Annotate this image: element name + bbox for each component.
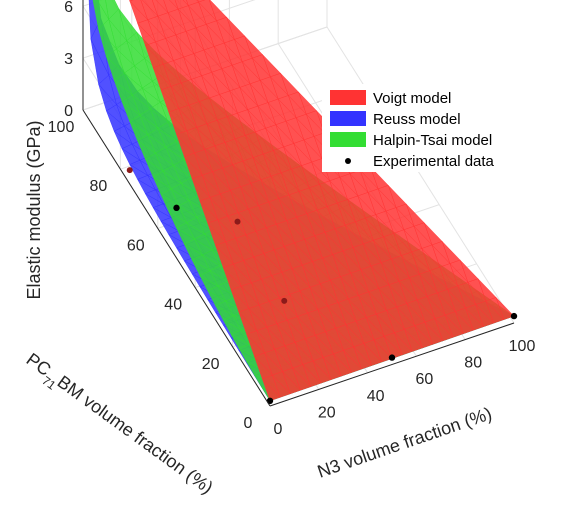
x-tick-label: 0: [274, 421, 283, 438]
legend-label-halpin-tsai: Halpin-Tsai model: [373, 132, 492, 149]
halpin-tsai-surface-face: [118, 8, 138, 42]
voigt-surface-face: [388, 185, 407, 208]
x-tick-label: 20: [318, 404, 336, 421]
z-tick-label: 3: [64, 51, 73, 68]
z-axis-label: Elastic modulus (GPa): [24, 120, 44, 299]
legend-swatch-reuss: [330, 111, 366, 126]
legend-swatch-voigt: [330, 90, 366, 105]
legend: Voigt model Reuss model Halpin-Tsai mode…: [322, 84, 510, 172]
experimental-data-point: [388, 354, 396, 361]
voigt-surface-face: [244, 35, 263, 59]
voigt-surface-face: [226, 17, 245, 40]
voigt-surface-face: [197, 0, 206, 3]
voigt-surface-face: [477, 278, 497, 302]
hidden-data-point: [234, 218, 241, 225]
voigt-surface-face: [370, 166, 389, 190]
x-axis-label: N3 volume fraction (%): [315, 403, 495, 482]
voigt-surface-face: [406, 203, 425, 227]
x-tick-label: 100: [509, 338, 536, 355]
z-tick-label: 6: [64, 0, 73, 16]
x-tick-label: 40: [367, 388, 385, 405]
voigt-surface-face: [262, 54, 281, 78]
legend-label-reuss: Reuss model: [373, 111, 461, 128]
voigt-surface-face: [280, 73, 299, 96]
hidden-data-point: [281, 297, 288, 304]
model-surfaces: [88, 0, 515, 402]
y-axis-label-part-2: BM volume fraction (%): [54, 372, 217, 498]
voigt-surface-face: [169, 0, 179, 10]
y-tick-label: 100: [48, 119, 75, 136]
voigt-surface-face: [186, 0, 199, 6]
voigt-surface-face: [298, 91, 317, 115]
voigt-surface-face: [196, 0, 199, 3]
experimental-data-point: [510, 312, 518, 320]
legend-swatch-halpin-tsai: [330, 132, 366, 147]
y-tick-label: 80: [90, 178, 108, 195]
x-tick-label: 80: [464, 355, 482, 372]
y-tick-label: 20: [202, 356, 220, 373]
voigt-surface-face: [459, 259, 479, 283]
x-axis-line: [269, 322, 515, 407]
voigt-surface-face: [129, 0, 134, 2]
voigt-surface-face: [163, 0, 179, 13]
y-axis-label: PC71BM volume fraction (%): [19, 349, 217, 503]
experimental-data-point: [266, 397, 274, 405]
experimental-data-point: [173, 204, 180, 212]
x-tick-label: 60: [416, 371, 434, 388]
legend-label-experimental: Experimental data: [373, 153, 495, 170]
y-tick-label: 0: [244, 415, 253, 432]
voigt-surface-face: [441, 241, 461, 264]
voigt-surface: [129, 0, 515, 402]
legend-marker-experimental: [345, 158, 351, 164]
voigt-surface-face: [182, 0, 189, 6]
voigt-surface-face: [424, 222, 443, 246]
y-tick-label: 40: [164, 297, 182, 314]
voigt-surface-face: [495, 297, 515, 320]
voigt-surface-face: [209, 0, 228, 22]
legend-label-voigt: Voigt model: [373, 90, 451, 107]
experimental-points: [126, 167, 518, 405]
hidden-data-point: [126, 167, 133, 174]
grid-line-x: [326, 26, 515, 324]
tick-labels: 02040608010002040608010003691215: [48, 0, 536, 438]
axis-lines: [82, 0, 515, 407]
halpin-tsai-surface-face: [105, 0, 120, 20]
z-tick-label: 0: [64, 103, 73, 120]
y-tick-label: 60: [127, 237, 145, 254]
halpin-tsai-surface-face: [97, 0, 109, 20]
y-axis-line: [82, 109, 271, 407]
